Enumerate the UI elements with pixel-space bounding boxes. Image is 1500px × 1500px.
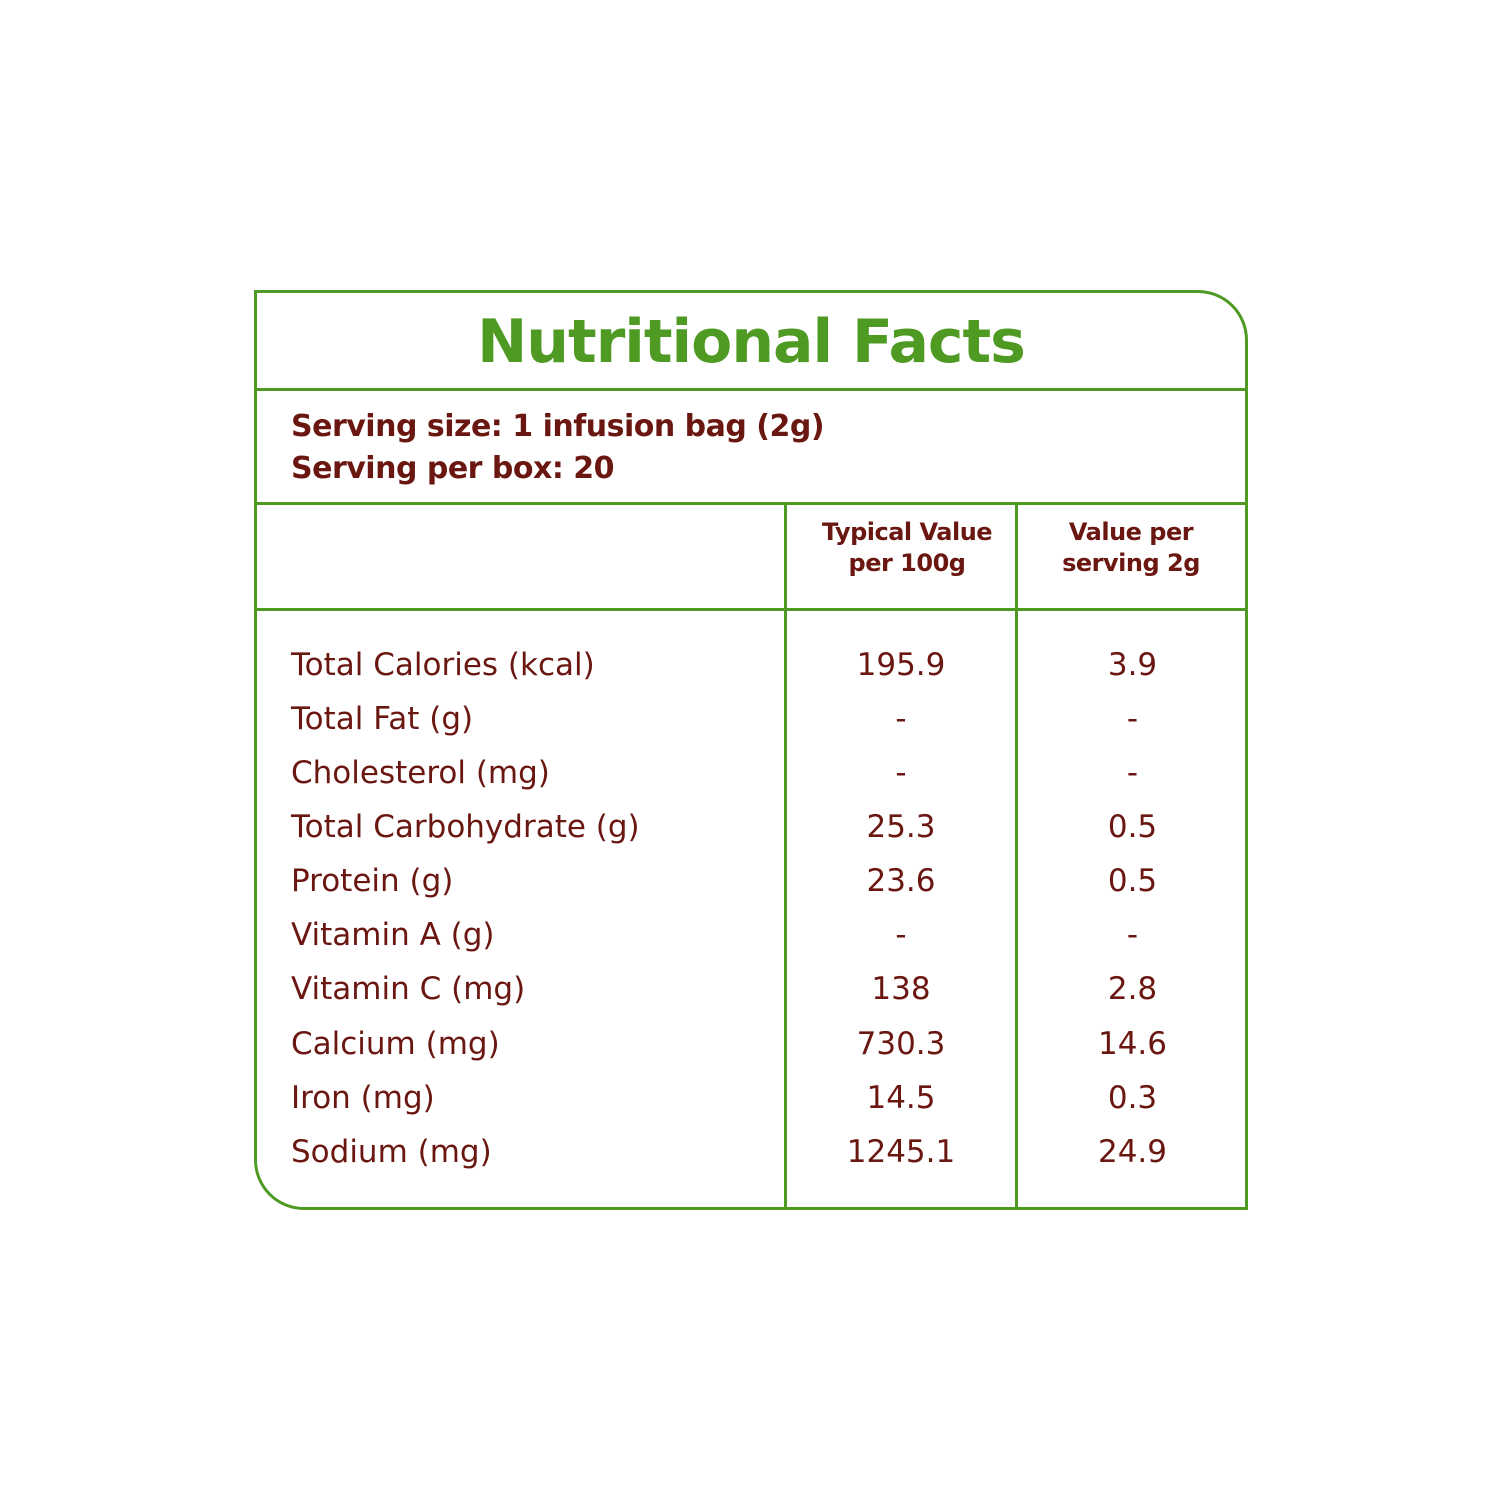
- value-per-100g: 138: [871, 971, 931, 1007]
- column-divider-left: [784, 502, 787, 1210]
- nutrition-facts-panel: Nutritional Facts Serving size: 1 infusi…: [254, 290, 1248, 1210]
- nutrient-name: Vitamin A (g): [291, 917, 495, 953]
- table-row: Vitamin C (mg) 138 2.8: [257, 962, 1245, 1016]
- table-row: Iron (mg) 14.5 0.3: [257, 1071, 1245, 1125]
- nutrient-name: Iron (mg): [291, 1080, 435, 1116]
- nutrient-name: Protein (g): [291, 863, 454, 899]
- value-per-100g: 730.3: [856, 1026, 946, 1062]
- value-per-100g: 195.9: [856, 647, 946, 683]
- serving-size: Serving size: 1 infusion bag (2g): [291, 409, 825, 444]
- value-per-100g: 14.5: [866, 1080, 936, 1116]
- value-per-100g: 23.6: [866, 863, 936, 899]
- column-header-per-serving-line2: serving 2g: [1062, 549, 1200, 577]
- table-row: Cholesterol (mg) - -: [257, 746, 1245, 800]
- table-row: Calcium (mg) 730.3 14.6: [257, 1017, 1245, 1071]
- nutrient-name: Vitamin C (mg): [291, 971, 526, 1007]
- title-divider: [257, 388, 1245, 391]
- nutrient-name: Total Fat (g): [291, 701, 474, 737]
- value-per-100g: 1245.1: [846, 1134, 956, 1170]
- column-header-per-serving-line1: Value per: [1068, 518, 1194, 546]
- column-divider-right: [1015, 502, 1018, 1210]
- value-per-serving: 0.5: [1107, 863, 1158, 899]
- nutrient-name: Calcium (mg): [291, 1026, 500, 1062]
- value-per-100g: -: [895, 917, 907, 953]
- column-header-per-serving: Value per serving 2g: [1018, 517, 1244, 579]
- nutrient-name: Sodium (mg): [291, 1134, 492, 1170]
- table-row: Total Carbohydrate (g) 25.3 0.5: [257, 800, 1245, 854]
- nutrient-name: Total Calories (kcal): [291, 647, 595, 683]
- table-row: Sodium (mg) 1245.1 24.9: [257, 1125, 1245, 1179]
- table-row: Vitamin A (g) - -: [257, 908, 1245, 962]
- value-per-100g: -: [895, 701, 907, 737]
- nutrient-name: Total Carbohydrate (g): [291, 809, 640, 845]
- column-header-per-100g: Typical Value per 100g: [787, 517, 1027, 579]
- table-row: Total Calories (kcal) 195.9 3.9: [257, 638, 1245, 692]
- value-per-serving: 2.8: [1107, 971, 1158, 1007]
- panel-title: Nutritional Facts: [477, 307, 1026, 377]
- value-per-serving: 14.6: [1097, 1026, 1168, 1062]
- value-per-serving: -: [1126, 701, 1139, 737]
- serving-divider: [257, 502, 1245, 505]
- table-row: Protein (g) 23.6 0.5: [257, 854, 1245, 908]
- value-per-100g: 25.3: [866, 809, 936, 845]
- nutrient-name: Cholesterol (mg): [291, 755, 550, 791]
- value-per-serving: 0.5: [1107, 809, 1158, 845]
- value-per-serving: -: [1126, 917, 1139, 953]
- value-per-serving: 3.9: [1107, 647, 1158, 683]
- column-header-per-100g-line1: Typical Value: [821, 518, 993, 546]
- header-divider: [257, 608, 1245, 611]
- value-per-serving: 0.3: [1107, 1080, 1158, 1116]
- serving-per-box: Serving per box: 20: [291, 451, 615, 486]
- table-row: Total Fat (g) - -: [257, 692, 1245, 746]
- column-header-per-100g-line2: per 100g: [848, 549, 966, 577]
- value-per-serving: -: [1126, 755, 1139, 791]
- value-per-100g: -: [895, 755, 907, 791]
- value-per-serving: 24.9: [1097, 1134, 1168, 1170]
